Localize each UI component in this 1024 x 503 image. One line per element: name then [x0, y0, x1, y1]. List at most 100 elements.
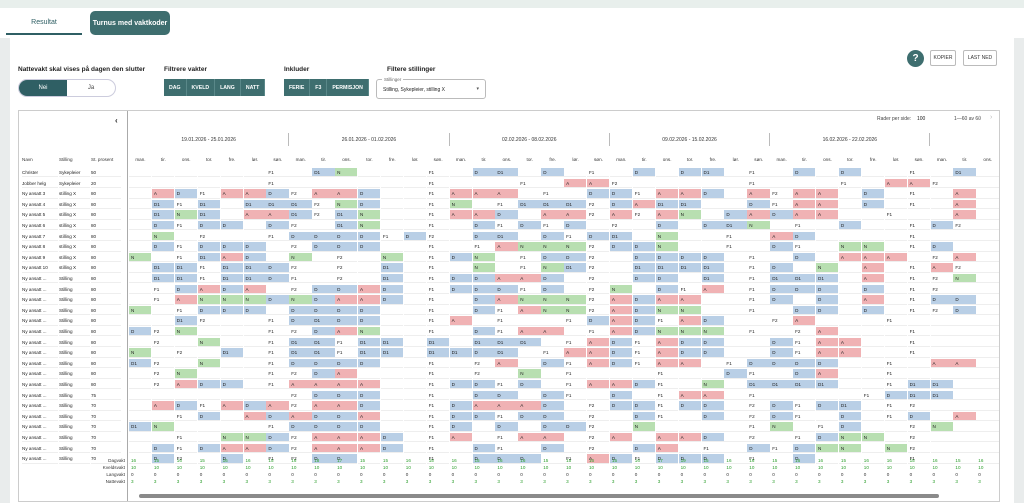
shift-cell[interactable]: D — [541, 443, 564, 453]
horizontal-scrollbar[interactable] — [139, 494, 939, 498]
shift-cell[interactable]: F1 — [632, 348, 656, 358]
shift-cell[interactable]: D — [609, 390, 633, 400]
shift-cell[interactable]: F2 — [907, 443, 930, 453]
shift-cell[interactable]: D — [816, 358, 839, 369]
shift-cell[interactable]: N — [151, 422, 175, 432]
shift-cell[interactable]: F2 — [793, 327, 816, 337]
shift-cell[interactable]: F1 — [426, 443, 450, 453]
shift-cell[interactable]: F1 — [838, 178, 862, 188]
shift-cell[interactable]: D — [747, 199, 770, 210]
shift-cell[interactable]: A — [793, 199, 816, 210]
shift-cell[interactable]: A — [518, 274, 541, 284]
shift-cell[interactable]: N — [174, 210, 198, 220]
shift-cell[interactable]: F2 — [289, 369, 312, 379]
shift-cell[interactable]: F2 — [587, 411, 610, 422]
shift-cell[interactable]: F1 — [655, 369, 679, 379]
shift-cell[interactable]: F2 — [609, 221, 633, 231]
shift-cell[interactable]: D — [197, 242, 221, 252]
shift-cell[interactable]: F1 — [174, 242, 198, 252]
shift-cell[interactable]: D1 — [495, 168, 518, 178]
shift-cell[interactable]: D — [266, 189, 289, 199]
shift-cell[interactable]: D — [472, 348, 495, 358]
shift-cell[interactable]: D — [541, 284, 564, 294]
shift-cell[interactable]: A — [793, 210, 816, 220]
shift-cell[interactable]: F2 — [770, 316, 793, 326]
shift-cell[interactable]: A — [495, 189, 518, 199]
shift-cell[interactable]: D — [632, 168, 656, 178]
shift-cell[interactable]: A — [816, 199, 839, 210]
shift-cell[interactable]: A — [953, 358, 976, 369]
shift-cell[interactable]: D — [243, 401, 266, 411]
shift-cell[interactable]: A — [655, 210, 679, 220]
shift-cell[interactable]: F2 — [151, 327, 175, 337]
shift-cell[interactable]: N — [678, 305, 701, 316]
shift-cell[interactable]: D1 — [197, 252, 221, 263]
shift-cell[interactable]: N — [838, 433, 862, 443]
shift-cell[interactable]: D — [770, 348, 793, 358]
shift-cell[interactable]: D — [930, 221, 953, 231]
shift-cell[interactable]: A — [953, 189, 976, 199]
shift-cell[interactable]: N — [358, 221, 381, 231]
shift-cell[interactable]: D — [770, 210, 793, 220]
shift-cell[interactable]: D — [266, 274, 289, 284]
shift-cell[interactable]: A — [816, 348, 839, 358]
shift-cell[interactable]: D — [770, 337, 793, 347]
shift-cell[interactable]: N — [518, 242, 541, 252]
shift-cell[interactable]: F1 — [907, 454, 930, 464]
shift-cell[interactable]: D — [243, 252, 266, 263]
shift-cell[interactable]: D — [220, 284, 243, 294]
shift-cell[interactable]: A — [953, 252, 976, 263]
shift-cell[interactable]: N — [174, 327, 198, 337]
shift-cell[interactable]: D — [816, 305, 839, 316]
shift-cell[interactable]: F1 — [724, 358, 747, 369]
shift-cell[interactable]: A — [861, 252, 885, 263]
shift-cell[interactable]: A — [243, 284, 266, 294]
shift-cell[interactable]: F2 — [289, 454, 312, 464]
shift-cell[interactable]: N — [655, 305, 679, 316]
shift-cell[interactable]: D — [770, 401, 793, 411]
shift-cell[interactable]: D — [449, 380, 472, 390]
shift-cell[interactable]: D — [701, 454, 724, 464]
shift-cell[interactable]: D — [541, 358, 564, 369]
shift-cell[interactable]: D — [724, 210, 747, 220]
shift-cell[interactable]: D — [266, 411, 289, 422]
shift-cell[interactable]: F1 — [266, 454, 289, 464]
shift-cell[interactable]: D — [449, 422, 472, 432]
shift-cell[interactable]: D — [174, 401, 198, 411]
shift-cell[interactable]: A — [495, 358, 518, 369]
shift-cell[interactable]: F1 — [426, 263, 450, 273]
shift-cell[interactable]: A — [564, 348, 587, 358]
shift-cell[interactable]: D1 — [289, 337, 312, 347]
shift-cell[interactable]: F1 — [174, 305, 198, 316]
shift-cell[interactable]: A — [335, 443, 358, 453]
shift-cell[interactable]: N — [335, 199, 358, 210]
shift-cell[interactable]: F2 — [174, 348, 198, 358]
shift-cell[interactable]: F2 — [609, 178, 633, 188]
shift-cell[interactable]: D1 — [541, 199, 564, 210]
shift-cell[interactable]: D — [449, 411, 472, 422]
shift-cell[interactable]: F1 — [518, 263, 541, 273]
shift-cell[interactable]: F1 — [495, 221, 518, 231]
shift-cell[interactable]: D — [335, 358, 358, 369]
shift-cell[interactable]: D — [220, 221, 243, 231]
shift-cell[interactable]: D — [564, 221, 587, 231]
shift-cell[interactable]: A — [358, 380, 381, 390]
shift-cell[interactable]: F1 — [564, 454, 587, 464]
shift-cell[interactable]: D — [449, 252, 472, 263]
shift-cell[interactable]: F1 — [793, 411, 816, 422]
shift-cell[interactable]: F1 — [747, 263, 770, 273]
shift-cell[interactable]: F1 — [747, 454, 770, 464]
shift-cell[interactable]: F1 — [426, 401, 450, 411]
shift-cell[interactable]: D — [495, 454, 518, 464]
shift-cell[interactable]: F1 — [907, 337, 930, 347]
shift-cell[interactable]: N — [472, 252, 495, 263]
shift-cell[interactable]: D — [312, 422, 335, 432]
shift-cell[interactable]: A — [495, 274, 518, 284]
shift-cell[interactable]: D — [518, 221, 541, 231]
shift-cell[interactable]: D1 — [266, 199, 289, 210]
shift-cell[interactable]: D — [335, 422, 358, 432]
shift-cell[interactable]: A — [816, 369, 839, 379]
shift-cell[interactable]: D — [289, 358, 312, 369]
shift-cell[interactable]: F1 — [564, 316, 587, 326]
shift-cell[interactable]: D — [609, 454, 633, 464]
